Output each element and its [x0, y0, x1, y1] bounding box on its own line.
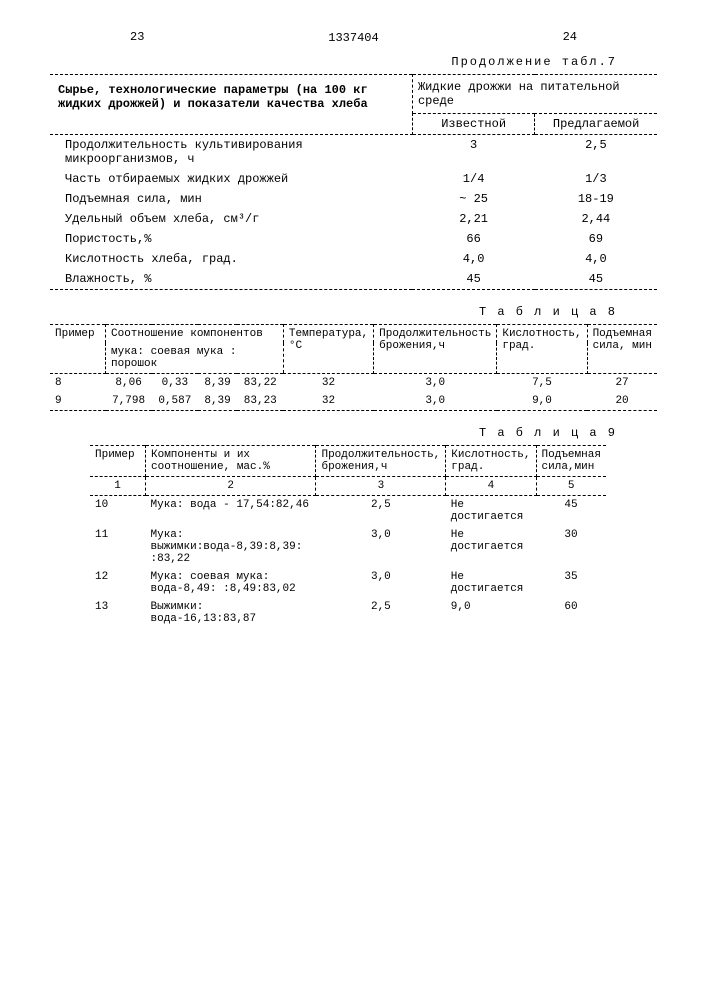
t8-r: 27	[587, 374, 657, 393]
table8-caption: Т а б л и ц а 8	[50, 305, 617, 319]
t8-c3: 8,39	[198, 374, 237, 393]
t8-c2: 0,587	[152, 392, 198, 411]
t9-comp: Выжимки: вода-16,13:83,87	[146, 598, 316, 628]
t9-a: Не достигается	[446, 568, 536, 598]
t7-param: Влажность, %	[50, 269, 412, 290]
page-left: 23	[130, 30, 144, 44]
t8-h-rise: Подъемная сила, мин	[587, 325, 657, 374]
t7-param: Подъемная сила, мин	[50, 189, 412, 209]
t9-a: 9,0	[446, 598, 536, 628]
t8-n: 8	[50, 374, 106, 393]
t7-param: Пористость,%	[50, 229, 412, 249]
t9-comp: Мука: выжимки:вода-8,39:8,39: :83,22	[146, 526, 316, 568]
t9-d: 2,5	[316, 496, 446, 527]
t9-comp: Мука: вода - 17,54:82,46	[146, 496, 316, 527]
t7-col1: Известной	[412, 114, 534, 135]
t8-h-ratio: Соотношение компонентов	[106, 325, 284, 344]
t7-v1: 45	[412, 269, 534, 290]
t7-param: Часть отбираемых жидких дрожжей	[50, 169, 412, 189]
t7-param: Удельный объем хлеба, см³/г	[50, 209, 412, 229]
t9-a: Не достигается	[446, 496, 536, 527]
t9-comp: Мука: соевая мука: вода-8,49: :8,49:83,0…	[146, 568, 316, 598]
t9-r: 35	[536, 568, 606, 598]
t8-d: 3,0	[374, 374, 497, 393]
t9-r: 30	[536, 526, 606, 568]
t9-cn: 5	[536, 477, 606, 496]
t9-h-acid: Кислотность, град.	[446, 446, 536, 477]
t7-v2: 69	[535, 229, 657, 249]
t9-h-comp: Компоненты и их соотношение, мас.%	[146, 446, 316, 477]
t9-r: 45	[536, 496, 606, 527]
t8-n: 9	[50, 392, 106, 411]
t8-c4: 83,22	[237, 374, 283, 393]
t8-c2: 0,33	[152, 374, 198, 393]
t7-v2: 18-19	[535, 189, 657, 209]
t7-header-right: Жидкие дрожжи на питательной среде	[412, 75, 657, 114]
t9-d: 3,0	[316, 526, 446, 568]
t8-c3: 8,39	[198, 392, 237, 411]
t8-h-primer: Пример	[50, 325, 106, 374]
t8-a: 7,5	[497, 374, 587, 393]
t9-a: Не достигается	[446, 526, 536, 568]
t8-t: 32	[283, 392, 373, 411]
t8-c1: 8,06	[106, 374, 152, 393]
t7-v2: 2,44	[535, 209, 657, 229]
t7-v2: 2,5	[535, 135, 657, 170]
t7-v1: 2,21	[412, 209, 534, 229]
t9-cn: 4	[446, 477, 536, 496]
t8-h-sub: мука: соевая мука : порошок	[106, 343, 284, 374]
t8-c4: 83,23	[237, 392, 283, 411]
t8-h-temp: Температура, °С	[283, 325, 373, 374]
t9-h-rise: Подъемная сила,мин	[536, 446, 606, 477]
t7-v2: 4,0	[535, 249, 657, 269]
t8-t: 32	[283, 374, 373, 393]
table7-caption: Продолжение табл.7	[50, 55, 617, 69]
t9-h-primer: Пример	[90, 446, 146, 477]
t8-c1: 7,798	[106, 392, 152, 411]
t7-v1: 66	[412, 229, 534, 249]
t9-n: 11	[90, 526, 146, 568]
t8-d: 3,0	[374, 392, 497, 411]
t7-col2: Предлагаемой	[535, 114, 657, 135]
t8-a: 9,0	[497, 392, 587, 411]
table9-caption: Т а б л и ц а 9	[50, 426, 617, 440]
page-right: 24	[563, 30, 577, 44]
t9-d: 2,5	[316, 598, 446, 628]
t7-v1: 4,0	[412, 249, 534, 269]
t9-d: 3,0	[316, 568, 446, 598]
t8-h-acid: Кислотность, град.	[497, 325, 587, 374]
t7-param: Кислотность хлеба, град.	[50, 249, 412, 269]
t9-n: 12	[90, 568, 146, 598]
t7-v1: ~ 25	[412, 189, 534, 209]
t7-v1: 1/4	[412, 169, 534, 189]
t8-r: 20	[587, 392, 657, 411]
t8-h-dur: Продолжительность брожения,ч	[374, 325, 497, 374]
t7-v2: 1/3	[535, 169, 657, 189]
table7: Сырье, технологические параметры (на 100…	[50, 74, 657, 290]
table9: Пример Компоненты и их соотношение, мас.…	[90, 445, 606, 628]
t9-r: 60	[536, 598, 606, 628]
t9-n: 13	[90, 598, 146, 628]
t7-param: Продолжительность культивирования микроо…	[50, 135, 412, 170]
t7-v1: 3	[412, 135, 534, 170]
t9-n: 10	[90, 496, 146, 527]
t7-header-left: Сырье, технологические параметры (на 100…	[50, 75, 412, 135]
t9-h-dur: Продолжительность, брожения,ч	[316, 446, 446, 477]
t7-v2: 45	[535, 269, 657, 290]
table8: Пример Соотношение компонентов Температу…	[50, 324, 657, 411]
t9-cn: 2	[146, 477, 316, 496]
t9-cn: 1	[90, 477, 146, 496]
t9-cn: 3	[316, 477, 446, 496]
